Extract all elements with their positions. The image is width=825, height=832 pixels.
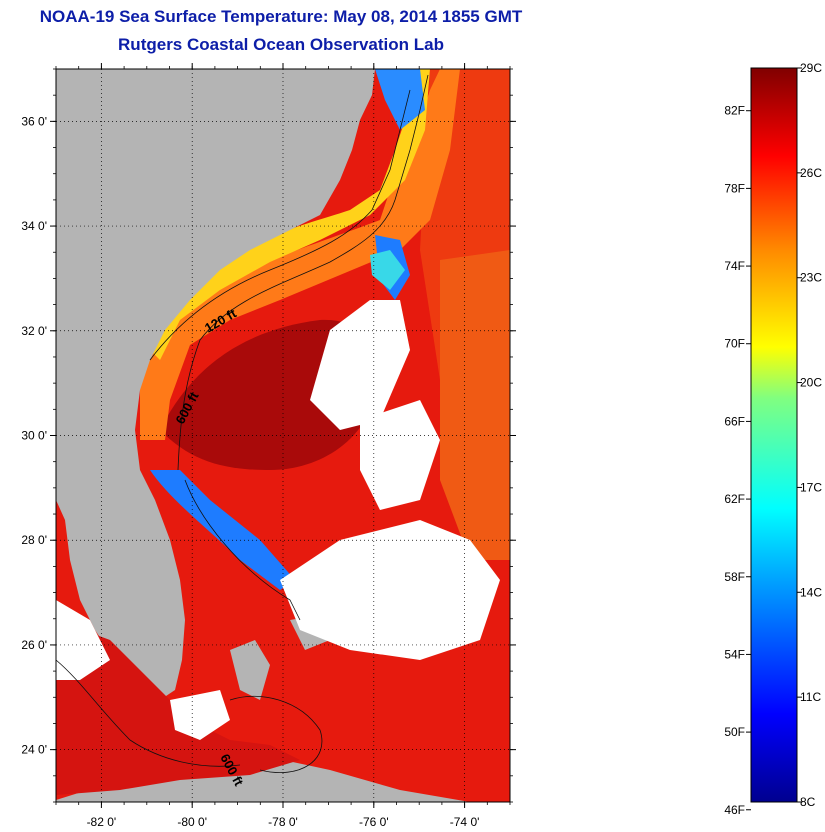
map-ticks: 36 0' 34 0' 32 0' 30 0' 28 0' 26 0' 24 0' -82 0… — [21, 63, 516, 829]
cloud-east — [360, 400, 440, 510]
map-title: NOAA-19 Sea Surface Temperature: May 08,… — [39, 7, 523, 26]
colorbar-label-c: 8C — [800, 795, 816, 809]
shelf-water — [140, 69, 460, 440]
colorbar-label-c: 26C — [800, 166, 822, 180]
colorbar-celsius-labels: 29C 26C 23C 20C 17C 14C 11C 8C — [797, 61, 822, 809]
lat-tick-label: 30 0' — [21, 429, 47, 443]
contour-gulf — [56, 659, 241, 767]
cloud-central — [310, 300, 410, 430]
colorbar-label-c: 20C — [800, 376, 822, 390]
colorbar: 82F 78F 74F 70F 66F 62F 58F 54F 50F 46F 29C 26C 23C… — [724, 61, 822, 817]
lat-tick-label: 36 0' — [21, 114, 47, 128]
colorbar-fahrenheit-labels: 82F 78F 74F 70F 66F 62F 58F 54F 50F 46F — [724, 104, 751, 817]
cloud-keys — [170, 690, 230, 740]
lat-tick-label: 26 0' — [21, 638, 47, 652]
colorbar-label-f: 58F — [724, 570, 745, 584]
contour-120ft — [149, 89, 411, 361]
land-mainland — [56, 69, 375, 700]
colorbar-scale — [750, 67, 798, 803]
contour-florida-shelf — [184, 479, 301, 621]
contour-bahamas — [229, 695, 323, 773]
cloud-gulf — [56, 600, 110, 680]
land-cuba — [56, 755, 470, 802]
lat-tick-label: 32 0' — [21, 324, 47, 338]
colorbar-label-f: 66F — [724, 414, 745, 428]
colorbar-label-f: 46F — [724, 803, 745, 817]
cold-outer-banks — [375, 69, 425, 130]
colorbar-label-f: 74F — [724, 259, 745, 273]
lon-tick-label: -82 0' — [87, 815, 117, 829]
colorbar-label-f: 54F — [724, 647, 745, 661]
lon-tick-label: -74 0' — [450, 815, 480, 829]
colorbar-label-c: 23C — [800, 271, 822, 285]
ocean-east-orange-2 — [440, 250, 510, 560]
colorbar-label-f: 70F — [724, 337, 745, 351]
cloud-southwest — [56, 620, 300, 795]
map-subtitle: Rutgers Coastal Ocean Observation Lab — [118, 35, 444, 54]
nearshore-water — [140, 69, 430, 360]
cold-coastal-water — [150, 470, 295, 590]
lon-tick-label: -76 0' — [359, 815, 389, 829]
cloud-south — [280, 520, 500, 660]
lat-tick-label: 28 0' — [21, 533, 47, 547]
colorbar-label-f: 62F — [724, 492, 745, 506]
colorbar-label-c: 11C — [800, 690, 821, 704]
land-bahamas-1 — [230, 640, 270, 700]
colorbar-label-c: 14C — [800, 585, 822, 599]
colorbar-label-f: 50F — [724, 725, 745, 739]
lat-tick-label: 24 0' — [21, 743, 47, 757]
sst-map: 120 ft 600 ft 600 ft 36 0'34 0'32 0'30 0… — [21, 63, 516, 829]
colorbar-label-c: 29C — [800, 61, 822, 75]
colorbar-label-c: 17C — [800, 480, 822, 494]
cyan-eddy — [370, 250, 405, 290]
contour-600ft — [177, 74, 429, 471]
colorbar-label-f: 78F — [724, 181, 745, 195]
lat-tick-label: 34 0' — [21, 219, 47, 233]
colorbar-label-f: 82F — [724, 104, 745, 118]
lon-tick-label: -78 0' — [268, 815, 298, 829]
lon-tick-label: -80 0' — [177, 815, 207, 829]
